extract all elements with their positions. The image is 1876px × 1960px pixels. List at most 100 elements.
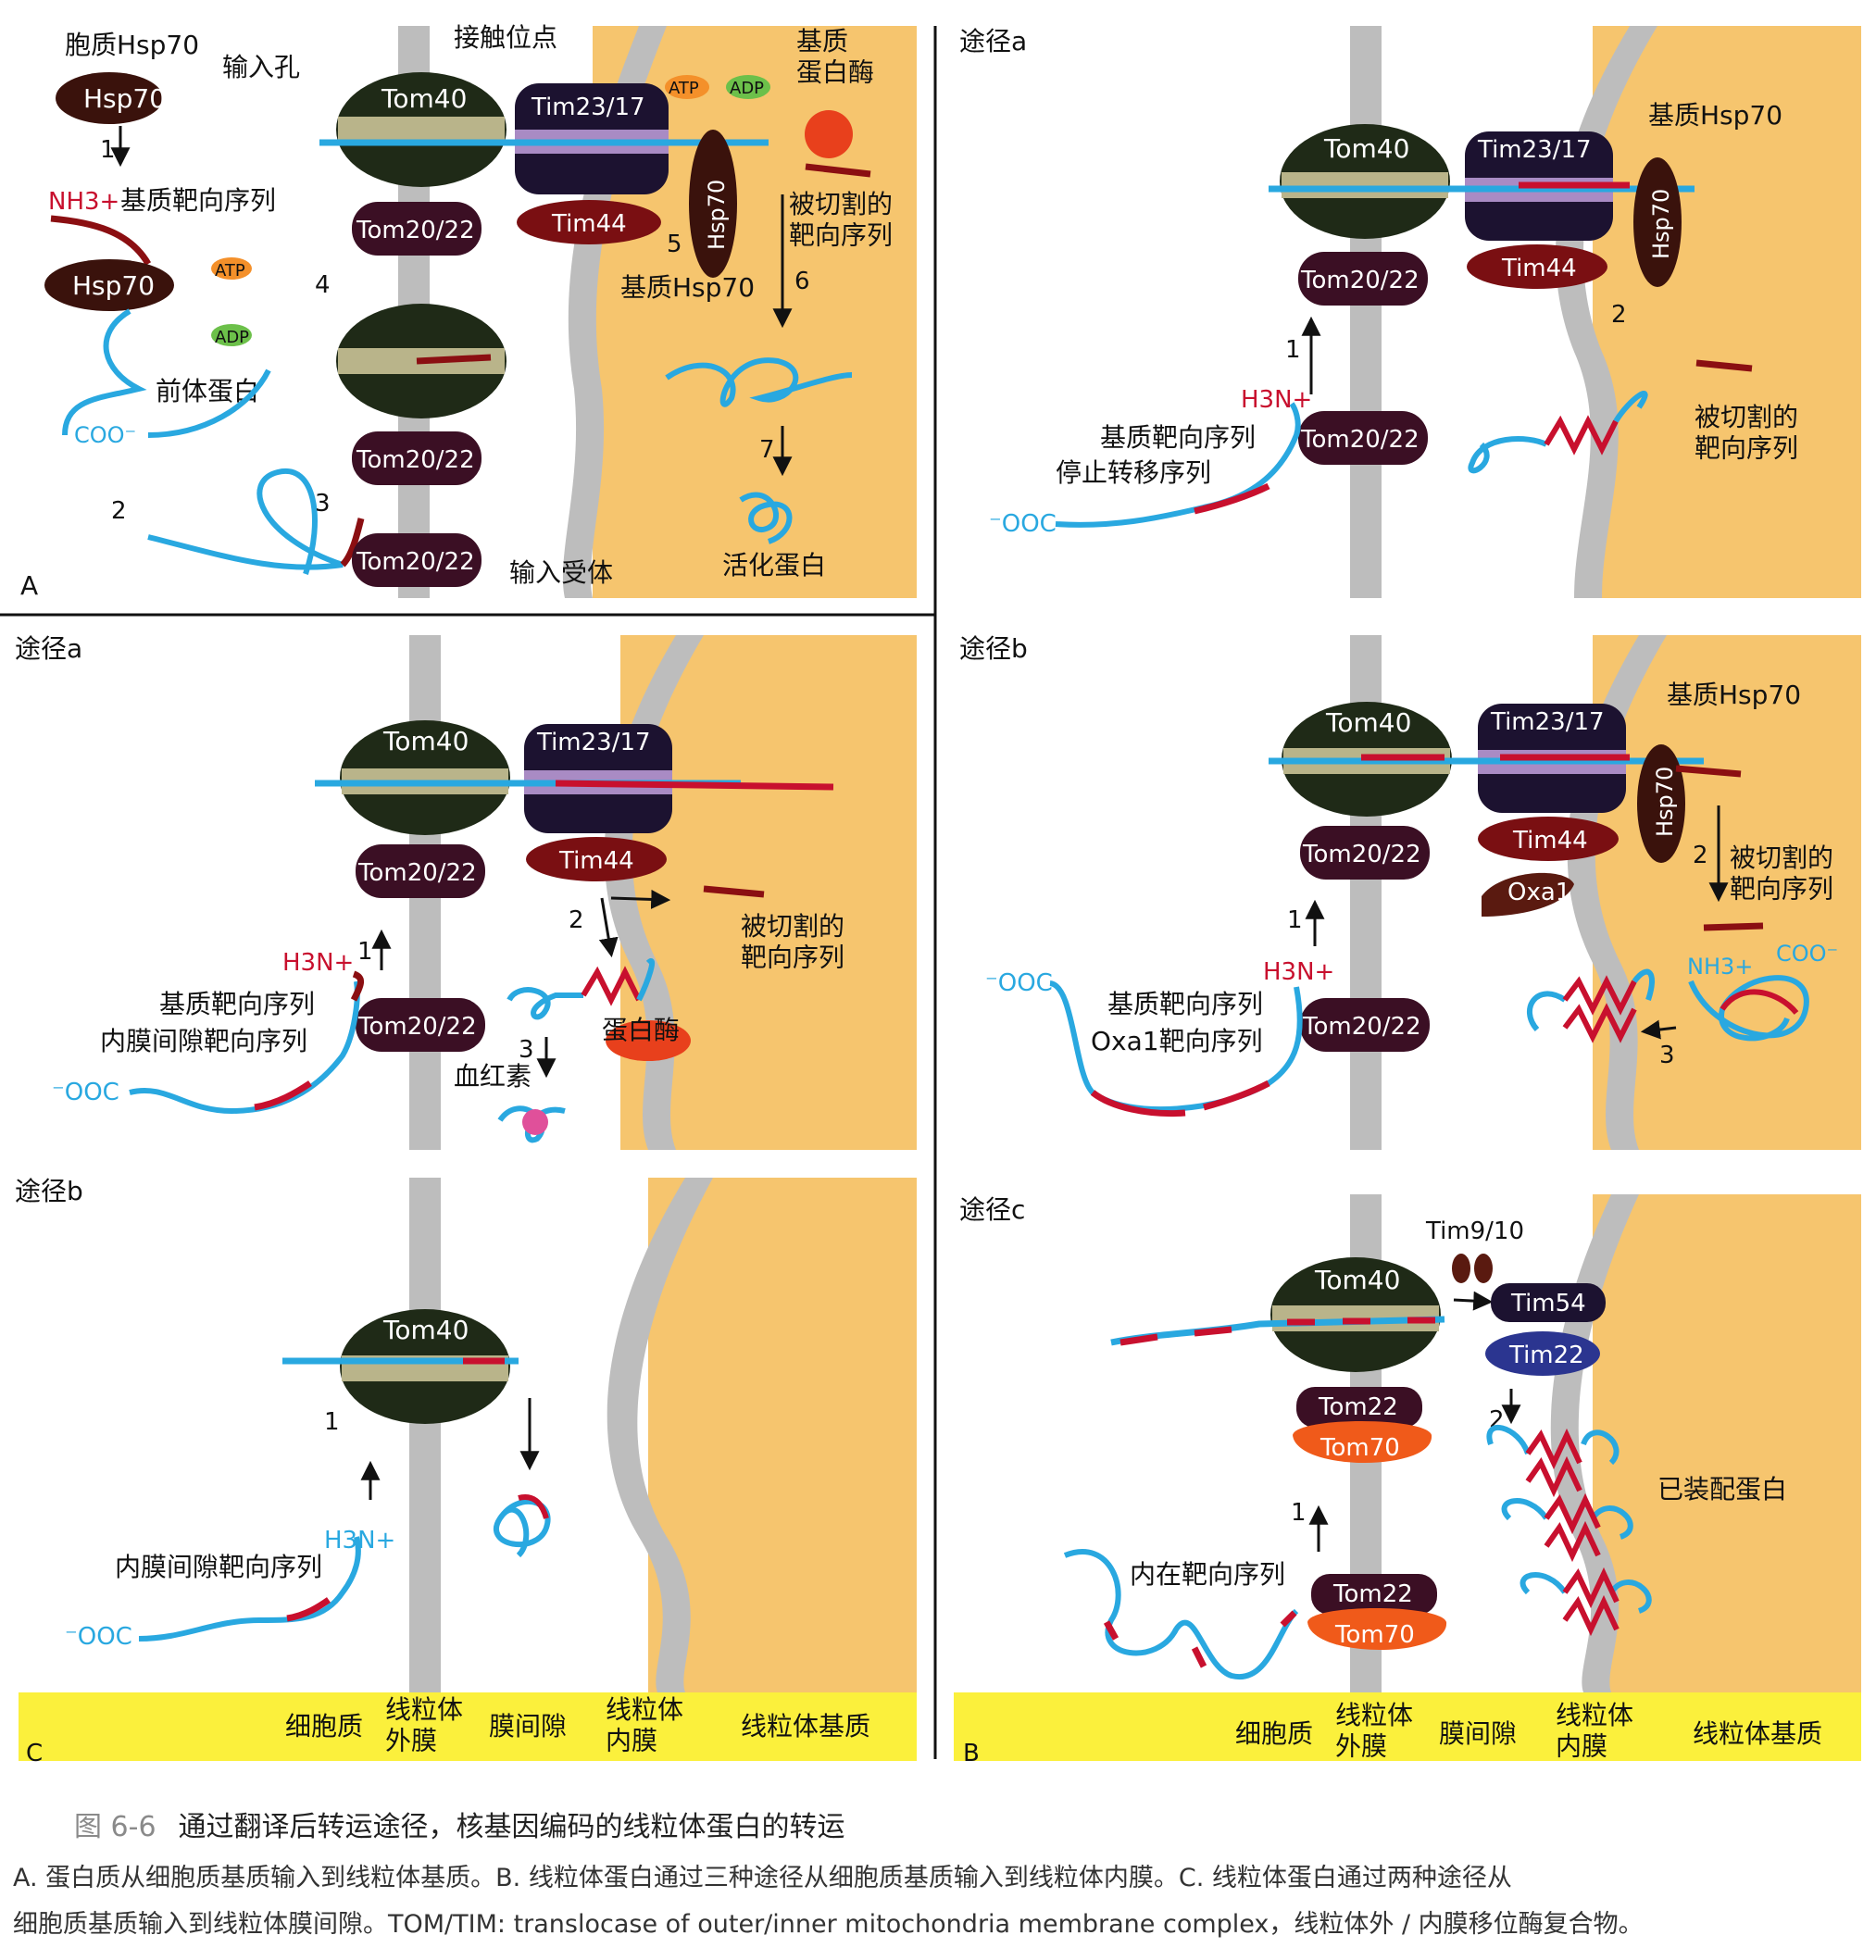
tom2022-a-top-text: Tom20/22 [356,217,475,244]
compartment-bar-c [19,1692,917,1761]
panel-b-path-a-background [1350,26,1861,598]
figure-title: 通过翻译后转运途径，核基因编码的线粒体蛋白的转运 [178,1811,845,1843]
matrix-targeting-label: 基质靶向序列 [120,185,276,216]
panel-c-path-b-background [409,1178,917,1692]
b-path-b-hsp70-label: 基质Hsp70 [1667,680,1801,710]
svg-text:2: 2 [1693,842,1708,869]
atp-text: ATP [215,261,245,281]
step-4-a: 4 [315,271,331,299]
c-path-a-cleaved-label: 被切割的靶向序列 [741,911,844,973]
svg-text:3: 3 [519,1036,534,1064]
tom2022-bb-top-text: Tom20/22 [1302,841,1421,868]
tom70-bc-bottom-text: Tom70 [1334,1621,1415,1649]
b-path-a-h3n: H3N+ [1241,386,1312,414]
tom2022-ba-top [1298,252,1428,306]
step-1-a: 1 [100,136,116,164]
panel-c-path-a: 途径a Tom40 Tom20/22 Tim23/17 Tim44 被切割的靶向… [15,633,844,1143]
tim2317-bb-text: Tim23/17 [1490,708,1605,736]
hsp70-bound-text: Hsp70 [72,270,155,301]
b-path-b-coo: ⁻OOC [985,969,1053,997]
tom2022-ca-top [356,844,485,898]
b-path-b-nh3: NH3+ [1687,954,1753,980]
svg-text:1: 1 [324,1408,340,1436]
tim44-bb-text: Tim44 [1512,827,1588,855]
tom40-ba-text: Tom40 [1323,133,1409,164]
compartment-labels-b: 细胞质 线粒体外膜 膜间隙 线粒体内膜 线粒体基质 B [963,1700,1822,1767]
import-receptor-label: 输入受体 [509,557,613,588]
b-label-outer: 线粒体外膜 [1335,1700,1413,1762]
tom2022-ba-receptor [1298,411,1428,465]
compartment-bar-b [954,1692,1861,1761]
oxa1-bb-text: Oxa1 [1507,879,1570,906]
atp-text-2: ATP [669,79,699,98]
tom2022-a-top [352,202,482,256]
c-path-a-title: 途径a [15,633,82,664]
b-path-a-hsp70-label: 基质Hsp70 [1648,100,1782,131]
cyto-hsp70-text: Hsp70 [83,83,166,114]
caption-line-2: 细胞质基质输入到线粒体膜间隙。TOM/TIM: translocase of o… [13,1910,1644,1939]
b-label-ims: 膜间隙 [1439,1718,1517,1749]
hsp70-bound [44,259,174,311]
tom22-bc-top [1296,1387,1422,1428]
b-path-a-stop-label: 停止转移序列 [1056,457,1211,488]
panel-a: A 胞质Hsp70 Hsp70 1 NH3+ 基质靶向序列 Hsp70 ATP … [20,22,893,601]
tim910-label: Tim9/10 [1425,1217,1524,1245]
tom2022-ca-receptor-text: Tom20/22 [357,1013,477,1041]
b-path-b-coo2: COO⁻ [1776,941,1838,967]
tom70-bc-top-text: Tom70 [1319,1434,1400,1462]
b-path-a-coo: ⁻OOC [989,510,1057,538]
matrix-hsp70-bb-text: Hsp70 [1652,767,1678,837]
matrix-protease [805,110,853,158]
figure-caption-title: 图 6-6 通过翻译后转运途径，核基因编码的线粒体蛋白的转运 [74,1804,845,1844]
c-path-b-title: 途径b [15,1176,83,1206]
contact-site-label: 接触位点 [454,22,557,53]
panel-c-path-b: 途径b Tom40 1 H3N+ 内膜间隙靶向序列 ⁻OOC [15,1176,551,1651]
tim44-a-text: Tim44 [551,210,627,238]
b-label-inner: 线粒体内膜 [1556,1700,1633,1762]
tim54-text: Tim54 [1510,1290,1586,1317]
tom22-bc-bottom [1311,1574,1437,1615]
step-7-a: 7 [759,436,775,464]
step-6-a: 6 [794,268,810,295]
oxa1-bb [1482,872,1574,917]
cyto-hsp70-label: 胞质Hsp70 [65,30,199,60]
b-path-c-title: 途径c [959,1194,1025,1225]
c-label-outer: 线粒体外膜 [385,1694,463,1756]
b-path-b-title: 途径b [959,633,1028,664]
ims-protease [606,1020,691,1061]
matrix-hsp70-ba [1633,157,1682,287]
c-label-ims: 膜间隙 [489,1711,567,1742]
tom40-bb-text: Tom40 [1325,707,1411,738]
matrix-hsp70-a-label: 基质Hsp70 [620,272,755,303]
c-path-a-protease-label: 蛋白酶 [602,1015,680,1045]
c-path-a-ims-label: 内膜间隙靶向序列 [100,1026,307,1056]
figure-caption-body: A. 蛋白质从细胞质基质输入到线粒体基质。B. 线粒体蛋白通过三种途径从细胞质基… [13,1855,1865,1948]
step-5-a: 5 [667,231,682,258]
c-label-inner: 线粒体内膜 [606,1694,683,1756]
tom40-bc-text: Tom40 [1314,1265,1400,1295]
tim44-ba [1467,244,1607,289]
tom40-cb-text: Tom40 [382,1315,469,1345]
panel-b-letter: B [963,1740,980,1767]
tim2317-ba-text: Tim23/17 [1477,136,1592,164]
assembled-protein-label: 已装配蛋白 [1657,1474,1787,1504]
matrix-hsp70-a-text: Hsp70 [704,180,730,250]
tim44-ba-text: Tim44 [1501,255,1577,282]
tom2022-a-mid [352,431,482,485]
figure-number: 图 6-6 [74,1811,156,1843]
panel-b-path-a: 途径a Tom40 Tom20/22 Tim23/17 Tim44 Hsp70 … [959,26,1798,538]
tom2022-bb-top [1300,826,1430,880]
svg-text:2: 2 [569,906,584,934]
adp-badge [211,324,252,346]
tom70-bc-top [1293,1421,1432,1463]
caption-line-1: A. 蛋白质从细胞质基质输入到线粒体基质。B. 线粒体蛋白通过三种途径从细胞质基… [13,1864,1512,1892]
c-label-cytosol: 细胞质 [285,1711,363,1742]
tom40-ca-text: Tom40 [382,726,469,756]
svg-text:2: 2 [1611,301,1627,329]
tim44-a [517,200,661,244]
b-path-a-matrix-label: 基质靶向序列 [1100,422,1256,453]
c-label-matrix: 线粒体基质 [741,1711,870,1742]
b-path-b-matrix-label: 基质靶向序列 [1107,989,1263,1019]
c-path-b-coo: ⁻OOC [65,1623,132,1651]
matrix-hsp70-a [689,130,737,278]
